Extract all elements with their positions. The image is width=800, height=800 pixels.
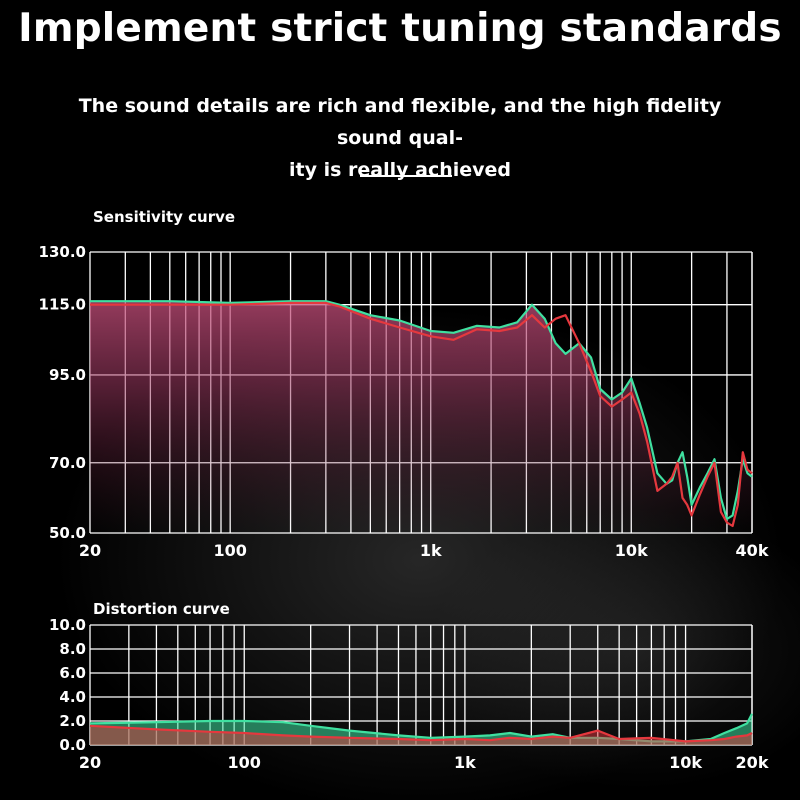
x-tick-label: 1k [454, 753, 476, 772]
y-tick-label: 2.0 [59, 712, 86, 730]
y-tick-label: 8.0 [59, 640, 86, 658]
x-tick-label: 10k [615, 541, 648, 560]
x-tick-label: 20 [79, 753, 101, 772]
series-line-2 [90, 301, 753, 528]
y-tick-label: 50.0 [49, 524, 86, 542]
y-tick-label: 6.0 [59, 664, 86, 682]
y-tick-label: 10.0 [49, 616, 86, 634]
sensitivity-chart-title: Sensitivity curve [93, 208, 236, 226]
series-area-2 [90, 725, 752, 745]
distortion-chart-title: Distortion curve [93, 600, 230, 618]
subtitle-line-2: ity is really achieved [288, 159, 512, 181]
y-tick-label: 115.0 [39, 296, 86, 314]
y-tick-label: 4.0 [59, 688, 86, 706]
subtitle-line-1: The sound details are rich and flexible,… [78, 95, 722, 149]
title-divider [360, 175, 452, 177]
series-line-2 [89, 724, 753, 743]
y-tick-label: 0.0 [59, 736, 86, 754]
x-tick-label: 40k [736, 541, 769, 560]
page-title: Implement strict tuning standards [18, 6, 782, 51]
x-tick-label: 20k [736, 753, 769, 772]
page-subtitle: The sound details are rich and flexible,… [60, 90, 740, 186]
y-tick-label: 70.0 [49, 454, 86, 472]
series-line-1 [89, 713, 753, 743]
x-tick-label: 1k [420, 541, 442, 560]
y-tick-label: 95.0 [49, 366, 86, 384]
x-tick-label: 100 [228, 753, 261, 772]
x-tick-label: 10k [669, 753, 702, 772]
y-tick-label: 130.0 [39, 243, 86, 261]
x-tick-label: 20 [79, 541, 101, 560]
x-tick-label: 100 [213, 541, 246, 560]
